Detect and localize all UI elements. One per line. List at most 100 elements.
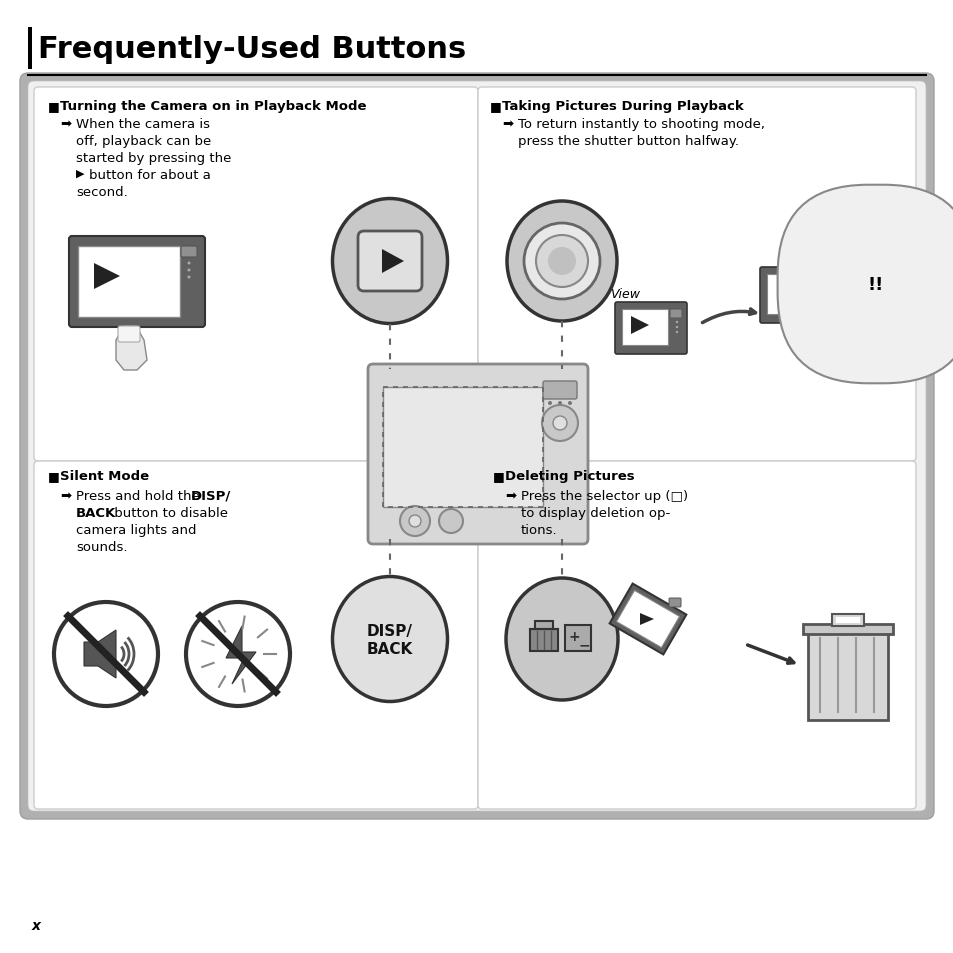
Text: button for about a: button for about a	[89, 169, 211, 182]
Circle shape	[536, 235, 587, 288]
Text: Shoot: Shoot	[781, 232, 817, 244]
FancyBboxPatch shape	[542, 381, 577, 399]
Text: press the shutter button halfway.: press the shutter button halfway.	[517, 135, 739, 148]
Circle shape	[675, 321, 678, 324]
FancyBboxPatch shape	[69, 236, 205, 328]
Circle shape	[553, 416, 566, 431]
Text: +: +	[568, 629, 579, 643]
Polygon shape	[630, 316, 648, 335]
Circle shape	[523, 224, 599, 299]
Text: to display deletion op-: to display deletion op-	[520, 506, 670, 519]
Bar	[564, 625, 590, 651]
FancyBboxPatch shape	[357, 232, 421, 292]
Polygon shape	[616, 591, 679, 648]
FancyBboxPatch shape	[118, 327, 140, 343]
Text: Press the selector up (□): Press the selector up (□)	[520, 490, 687, 502]
Text: Silent Mode: Silent Mode	[60, 470, 149, 482]
Text: !!: !!	[867, 275, 883, 294]
Text: ■: ■	[490, 100, 501, 112]
Text: ■: ■	[493, 470, 504, 482]
Circle shape	[186, 602, 290, 706]
Circle shape	[675, 327, 678, 329]
Text: ■: ■	[48, 470, 60, 482]
Ellipse shape	[505, 578, 618, 700]
FancyBboxPatch shape	[34, 461, 477, 809]
Text: −: −	[578, 638, 589, 651]
Text: ➡: ➡	[60, 490, 71, 502]
Text: sounds.: sounds.	[76, 540, 128, 554]
Bar	[78, 247, 180, 317]
Text: Turning the Camera on in Playback Mode: Turning the Camera on in Playback Mode	[60, 100, 366, 112]
Text: Press and hold the: Press and hold the	[76, 490, 204, 502]
Text: tions.: tions.	[520, 523, 558, 537]
Circle shape	[541, 406, 578, 441]
Bar	[621, 310, 667, 346]
Ellipse shape	[333, 577, 447, 701]
Text: DISP/: DISP/	[367, 624, 413, 639]
FancyBboxPatch shape	[668, 598, 680, 607]
Text: View: View	[609, 288, 639, 301]
Text: BACK: BACK	[367, 641, 413, 657]
Text: When the camera is: When the camera is	[76, 118, 210, 131]
FancyBboxPatch shape	[20, 74, 933, 820]
Text: ▶: ▶	[76, 169, 85, 179]
Text: Taking Pictures During Playback: Taking Pictures During Playback	[501, 100, 743, 112]
Polygon shape	[609, 584, 685, 655]
Text: ■: ■	[48, 100, 60, 112]
Circle shape	[547, 248, 576, 275]
FancyBboxPatch shape	[669, 310, 681, 318]
Circle shape	[409, 516, 420, 527]
Bar	[831, 615, 863, 626]
Bar	[535, 621, 553, 629]
Text: off, playback can be: off, playback can be	[76, 135, 211, 148]
Circle shape	[188, 269, 191, 273]
Text: BACK: BACK	[76, 506, 116, 519]
Circle shape	[188, 276, 191, 279]
Circle shape	[438, 510, 462, 534]
Polygon shape	[226, 626, 255, 684]
Bar	[766, 274, 818, 314]
Text: ➡: ➡	[501, 118, 513, 131]
Circle shape	[188, 262, 191, 265]
Text: started by pressing the: started by pressing the	[76, 152, 232, 165]
Bar	[382, 388, 542, 507]
Bar	[807, 633, 887, 720]
Text: camera lights and: camera lights and	[76, 523, 196, 537]
Polygon shape	[84, 630, 116, 679]
Bar	[802, 624, 892, 635]
Circle shape	[399, 506, 430, 537]
Circle shape	[824, 294, 826, 297]
Text: To return instantly to shooting mode,: To return instantly to shooting mode,	[517, 118, 764, 131]
FancyBboxPatch shape	[368, 365, 587, 544]
FancyBboxPatch shape	[760, 268, 838, 324]
FancyBboxPatch shape	[34, 88, 477, 461]
Bar	[530, 629, 558, 651]
Bar	[835, 618, 859, 623]
Circle shape	[558, 401, 561, 406]
Text: x: x	[32, 918, 41, 932]
Text: DISP/: DISP/	[191, 490, 231, 502]
FancyBboxPatch shape	[615, 303, 686, 355]
Circle shape	[547, 401, 552, 406]
Text: button to disable: button to disable	[110, 506, 228, 519]
FancyBboxPatch shape	[477, 88, 915, 461]
Circle shape	[567, 401, 572, 406]
Circle shape	[54, 602, 158, 706]
Circle shape	[675, 332, 678, 334]
Text: ➡: ➡	[60, 118, 71, 131]
Ellipse shape	[333, 199, 447, 324]
Ellipse shape	[506, 202, 617, 322]
Text: Deleting Pictures: Deleting Pictures	[504, 470, 634, 482]
Circle shape	[824, 300, 826, 303]
Polygon shape	[381, 250, 403, 274]
Text: second.: second.	[76, 186, 128, 199]
Polygon shape	[94, 264, 120, 290]
Circle shape	[824, 289, 826, 291]
Text: ➡: ➡	[504, 490, 516, 502]
Bar	[28, 28, 32, 70]
Text: Frequently-Used Buttons: Frequently-Used Buttons	[38, 35, 466, 65]
Polygon shape	[116, 327, 147, 371]
FancyBboxPatch shape	[477, 461, 915, 809]
FancyBboxPatch shape	[817, 274, 831, 285]
FancyBboxPatch shape	[181, 247, 196, 257]
